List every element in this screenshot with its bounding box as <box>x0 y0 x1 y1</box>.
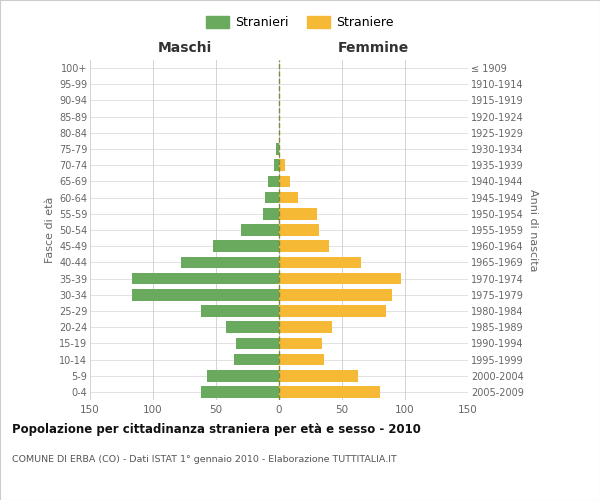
Bar <box>279 386 380 398</box>
Bar <box>279 160 286 171</box>
Bar <box>279 305 386 317</box>
Bar <box>279 176 290 188</box>
Bar <box>279 256 361 268</box>
Bar <box>268 176 279 188</box>
Text: COMUNE DI ERBA (CO) - Dati ISTAT 1° gennaio 2010 - Elaborazione TUTTITALIA.IT: COMUNE DI ERBA (CO) - Dati ISTAT 1° genn… <box>12 455 397 464</box>
Y-axis label: Anni di nascita: Anni di nascita <box>528 188 538 271</box>
Bar <box>214 240 279 252</box>
Bar <box>226 322 279 333</box>
Bar <box>201 386 279 398</box>
Bar <box>236 338 279 349</box>
Bar <box>279 208 317 220</box>
Bar <box>274 160 279 171</box>
Bar <box>207 370 279 382</box>
Bar <box>279 240 329 252</box>
Bar <box>265 192 279 203</box>
Bar <box>263 208 279 220</box>
Bar <box>279 322 332 333</box>
Bar <box>279 289 392 300</box>
Bar <box>279 192 298 203</box>
Text: Maschi: Maschi <box>157 41 212 55</box>
Bar <box>279 338 322 349</box>
Text: Popolazione per cittadinanza straniera per età e sesso - 2010: Popolazione per cittadinanza straniera p… <box>12 422 421 436</box>
Legend: Stranieri, Straniere: Stranieri, Straniere <box>202 11 398 34</box>
Bar <box>279 354 325 366</box>
Bar <box>241 224 279 236</box>
Y-axis label: Fasce di età: Fasce di età <box>44 197 55 263</box>
Bar <box>277 143 279 155</box>
Bar <box>279 370 358 382</box>
Bar <box>201 305 279 317</box>
Text: Femmine: Femmine <box>338 41 409 55</box>
Bar <box>131 272 279 284</box>
Bar <box>233 354 279 366</box>
Bar <box>279 224 319 236</box>
Bar <box>131 289 279 300</box>
Bar <box>181 256 279 268</box>
Bar <box>279 272 401 284</box>
